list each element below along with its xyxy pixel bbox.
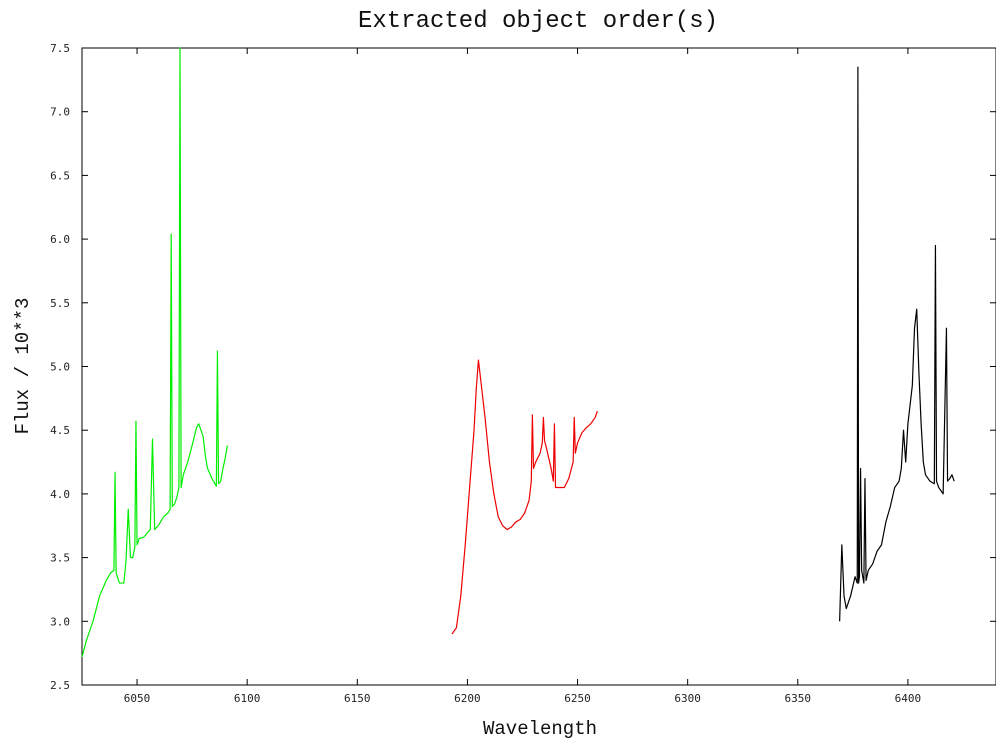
y-tick-label: 6.5	[50, 169, 70, 182]
x-tick-label: 6300	[674, 692, 701, 705]
series-layer	[81, 47, 955, 658]
x-tick-label: 6350	[785, 692, 812, 705]
y-tick-label: 3.0	[50, 615, 70, 628]
series-line-2	[451, 359, 598, 635]
y-axis-label: Flux / 10**3	[12, 298, 34, 435]
y-tick-label: 4.0	[50, 488, 70, 501]
y-tick-label: 7.5	[50, 42, 70, 55]
series-line-3	[839, 66, 955, 622]
y-tick-label: 7.0	[50, 106, 70, 119]
x-tick-label: 6150	[344, 692, 371, 705]
y-tick-label: 4.5	[50, 424, 70, 437]
y-tick-label: 5.5	[50, 297, 70, 310]
chart-title: Extracted object order(s)	[358, 8, 718, 35]
y-tick-label: 3.5	[50, 552, 70, 565]
y-tick-label: 2.5	[50, 679, 70, 692]
y-tick-label: 6.0	[50, 233, 70, 246]
y-tick-label: 5.0	[50, 361, 70, 374]
x-tick-label: 6050	[124, 692, 151, 705]
y-axis: 2.5 3.0 3.5 4.0 4.5 5.0 5.5 6.0 6.5 7.0 7.5	[50, 42, 996, 692]
x-tick-label: 6400	[895, 692, 922, 705]
x-tick-label: 6100	[234, 692, 261, 705]
x-tick-label: 6250	[564, 692, 591, 705]
x-axis-label: Wavelength	[483, 718, 597, 740]
x-tick-label: 6200	[454, 692, 481, 705]
series-line-1	[81, 47, 228, 658]
plot-frame	[81, 47, 996, 686]
x-axis: 6050 6100 6150 6200 6250 6300 6350 6400	[124, 48, 921, 705]
